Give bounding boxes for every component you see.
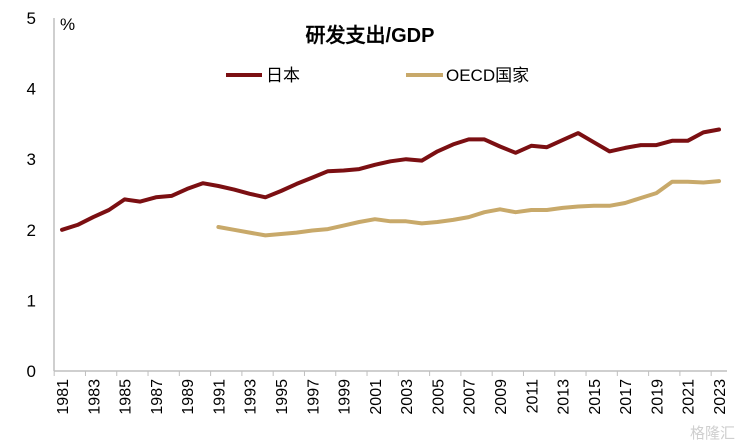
- x-tick-label: 1987: [149, 379, 166, 415]
- chart-title: 研发支出/GDP: [306, 23, 435, 47]
- x-tick-label: 2023: [712, 379, 729, 415]
- x-tick-label: 1983: [86, 379, 103, 415]
- y-tick-label: 5: [27, 9, 36, 28]
- x-tick-label: 2015: [587, 379, 604, 415]
- x-tick-label: 2013: [556, 379, 573, 415]
- x-tick-label: 2021: [681, 379, 698, 415]
- series-line-oecd: [216, 179, 721, 238]
- series-lines: [60, 127, 721, 238]
- y-tick-label: 3: [27, 150, 36, 169]
- x-tick-label: 2001: [368, 379, 385, 415]
- legend-label-oecd: OECD国家: [446, 66, 529, 85]
- y-tick-label: 1: [27, 291, 36, 310]
- x-ticks: 1981 1983 1985 1987 1989 1991 1993 1995 1997 1999…: [53, 371, 729, 415]
- x-tick-label: 1999: [337, 379, 354, 415]
- x-tick-label: 2007: [462, 379, 479, 415]
- x-tick-label: 2019: [649, 379, 666, 415]
- x-tick-label: 2011: [524, 379, 541, 414]
- y-tick-label: 0: [27, 362, 36, 381]
- x-tick-label: 1991: [211, 379, 228, 415]
- x-tick-label: 1997: [305, 379, 322, 415]
- y-tick-label: 2: [27, 221, 36, 240]
- x-tick-label: 1985: [118, 379, 135, 415]
- x-tick-label: 1981: [55, 379, 72, 415]
- y-ticks: 0 1 2 3 4 5: [27, 9, 36, 381]
- legend: 日本 OECD国家: [226, 66, 529, 85]
- watermark: 格隆汇: [690, 425, 735, 442]
- series-line-japan: [60, 127, 721, 232]
- x-tick-label: 2003: [399, 379, 416, 415]
- x-tick-label: 2009: [493, 379, 510, 415]
- y-tick-label: 4: [27, 80, 36, 99]
- legend-label-japan: 日本: [266, 66, 300, 85]
- x-tick-label: 1995: [274, 379, 291, 415]
- x-tick-label: 2005: [430, 379, 447, 415]
- axes: [53, 18, 727, 372]
- x-tick-label: 1989: [180, 379, 197, 415]
- x-tick-label: 2017: [618, 379, 635, 415]
- y-axis-unit: %: [60, 15, 75, 34]
- x-tick-label: 1993: [243, 379, 260, 415]
